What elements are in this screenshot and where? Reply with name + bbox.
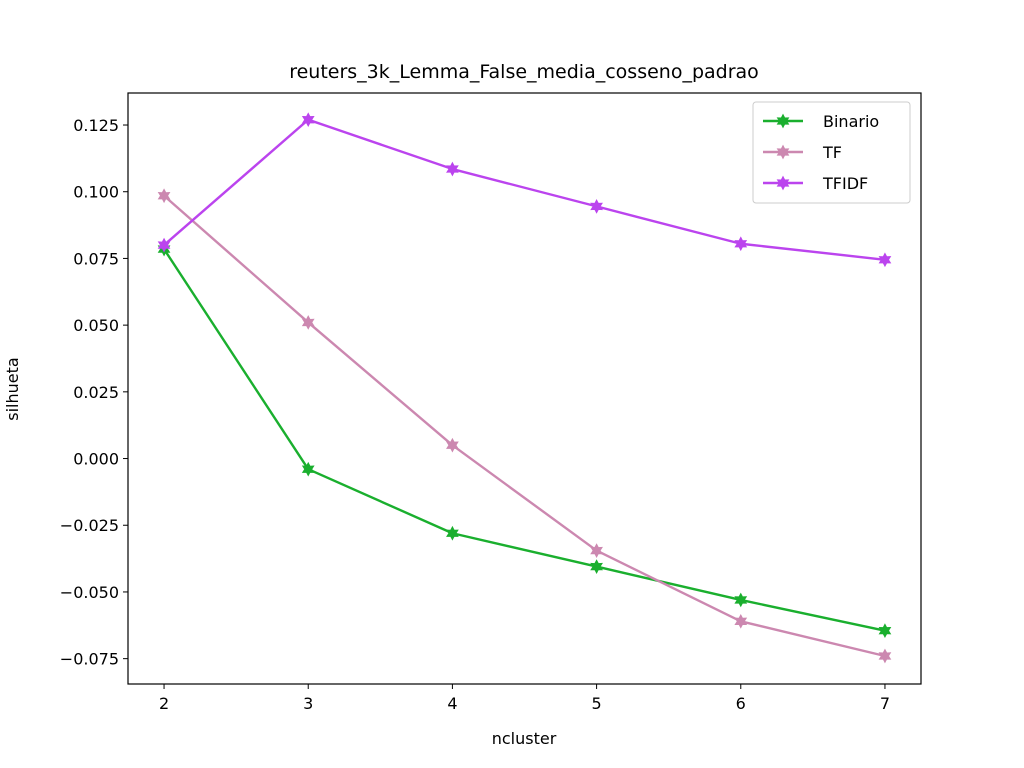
x-axis-label: ncluster (492, 729, 557, 748)
x-tick-label: 3 (303, 694, 313, 713)
legend: Binario TF TFIDF (752, 101, 911, 204)
chart-title: reuters_3k_Lemma_False_media_cosseno_pad… (289, 61, 759, 83)
data-point-tfidf (734, 236, 748, 252)
data-point-binario (446, 525, 459, 541)
legend-marker-tfidf (776, 175, 790, 191)
legend-label-binario: Binario (823, 112, 879, 131)
x-tick-label: 4 (447, 694, 457, 713)
data-point-binario (590, 559, 603, 574)
x-tick-label: 7 (880, 694, 890, 713)
series-line-tfidf (163, 118, 886, 261)
y-tick-label: 0.125 (73, 116, 119, 135)
plot-lines (157, 112, 892, 664)
data-point-tf (301, 315, 315, 330)
data-point-tfidf (157, 237, 171, 253)
y-tick-label: 0.100 (73, 183, 119, 202)
data-point-tf (878, 648, 892, 664)
x-tick-label: 6 (736, 694, 746, 713)
data-point-binario (878, 623, 892, 638)
legend-label-tf: TF (822, 143, 842, 162)
data-point-binario (734, 592, 748, 608)
legend-box (752, 101, 911, 204)
x-tick-label: 5 (591, 694, 601, 713)
data-point-tf (734, 613, 748, 629)
y-tick-label: −0.025 (60, 516, 119, 535)
data-point-tf (590, 543, 603, 558)
y-tick-label: −0.050 (60, 583, 119, 602)
y-axis-label: silhueta (3, 357, 22, 420)
data-point-tfidf (878, 252, 892, 268)
x-tick-label: 2 (159, 694, 169, 713)
y-tick-label: 0.075 (73, 249, 119, 268)
y-tick-label: 0.025 (73, 383, 119, 402)
data-point-tfidf (301, 112, 315, 128)
y-axis: −0.075 −0.050 −0.025 0.000 0.025 0.050 0.075 0.… (60, 116, 128, 669)
series-line-binario (163, 248, 886, 632)
data-point-tfidf (590, 199, 603, 214)
data-point-tfidf (446, 161, 459, 177)
series-line-tf (163, 194, 886, 658)
legend-marker-binario (776, 113, 790, 129)
y-tick-label: −0.075 (60, 650, 119, 669)
data-point-binario (301, 461, 315, 477)
data-point-tf (157, 188, 171, 204)
plot-frame (127, 92, 922, 685)
legend-label-tfidf: TFIDF (822, 174, 868, 193)
x-axis: 2 3 4 5 6 7 (159, 684, 890, 713)
legend-marker-tf (776, 144, 790, 160)
y-tick-label: 0.050 (73, 316, 119, 335)
y-tick-label: 0.000 (73, 450, 119, 469)
data-point-tf (446, 437, 459, 453)
